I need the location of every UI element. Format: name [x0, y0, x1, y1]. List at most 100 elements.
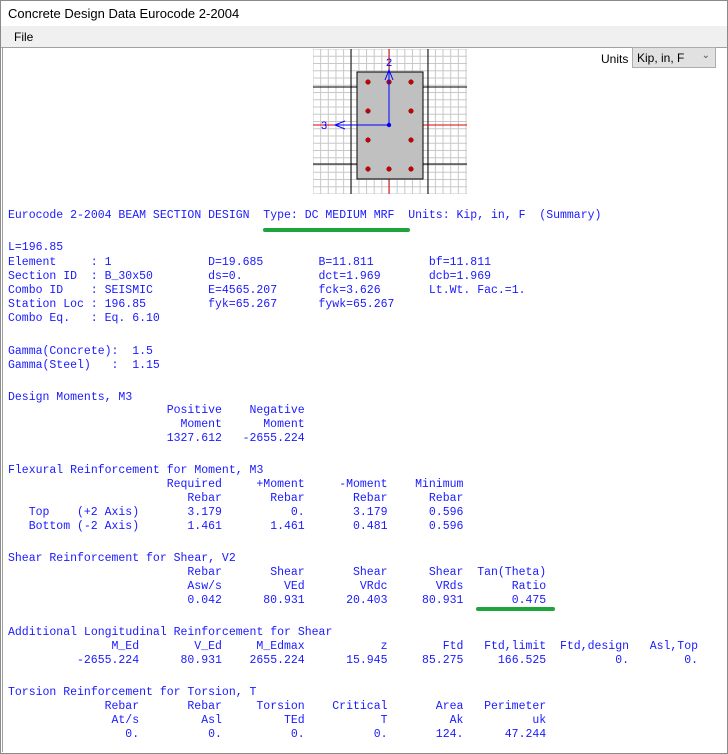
- info-label: Combo ID: [8, 284, 64, 297]
- highlight-ratio: [476, 607, 555, 611]
- info-property: fywk=65.267: [318, 298, 395, 311]
- table-cell: 3.179: [187, 506, 222, 519]
- column-header: M_Edmax: [256, 640, 305, 653]
- column-header: Negative: [249, 404, 305, 417]
- column-header: Area: [435, 700, 464, 713]
- info-value: : B_30x50: [90, 270, 153, 283]
- units-selected-value: Kip, in, F: [637, 51, 685, 65]
- table-cell: 1.461: [187, 520, 222, 533]
- column-header: VEd: [283, 580, 305, 593]
- axis-2-arrow-icon: [384, 68, 394, 81]
- info-property: ds=0.: [208, 270, 243, 283]
- table-cell: 166.525: [497, 654, 547, 667]
- menu-bar: File: [1, 26, 727, 48]
- column-header: VRdc: [359, 580, 388, 593]
- info-value: : SEISMIC: [90, 284, 153, 297]
- column-header: Rebar: [428, 492, 464, 505]
- highlight-type: [263, 228, 410, 232]
- column-header: z: [380, 640, 388, 653]
- report-heading: Eurocode 2-2004 BEAM SECTION DESIGN: [8, 209, 250, 222]
- info-label: Section ID: [8, 270, 78, 283]
- gamma-value: : 1.15: [111, 359, 160, 372]
- column-header: Rebar: [187, 566, 222, 579]
- info-property: fck=3.626: [318, 284, 381, 297]
- rebar-group: [365, 79, 414, 172]
- column-header: Moment: [263, 418, 305, 431]
- row-axis: (-2 Axis): [77, 520, 140, 533]
- table-cell: 80.931: [421, 594, 464, 607]
- table-cell: 80.931: [180, 654, 222, 667]
- column-header: Rebar: [187, 700, 222, 713]
- row-axis: (+2 Axis): [77, 506, 140, 519]
- row-label: Bottom: [28, 520, 71, 533]
- design-type: Type: DC MEDIUM MRF: [263, 209, 395, 222]
- table-cell: 124.: [435, 728, 464, 741]
- units-dropdown[interactable]: Kip, in, F ⌄: [632, 47, 716, 68]
- menu-file[interactable]: File: [14, 30, 34, 44]
- column-header: Positive: [166, 404, 222, 417]
- column-header: Asl: [201, 714, 222, 727]
- info-value: : Eq. 6.10: [90, 312, 160, 325]
- column-header: Shear: [428, 566, 464, 579]
- info-property: D=19.685: [208, 256, 264, 269]
- window-title: Concrete Design Data Eurocode 2-2004: [8, 6, 240, 21]
- table-cell: 0.: [290, 506, 305, 519]
- length-value: L=196.85: [8, 241, 64, 254]
- column-header: Rebar: [187, 492, 222, 505]
- table-cell: 2655.224: [249, 654, 305, 667]
- info-property: bf=11.811: [428, 256, 492, 269]
- column-header: Ftd,design: [559, 640, 629, 653]
- column-header: Critical: [332, 700, 388, 713]
- table-cell: 0.: [373, 728, 388, 741]
- column-header: Ak: [449, 714, 464, 727]
- info-property: Lt.Wt. Fac.=1.: [428, 284, 526, 297]
- table-cell: -2655.224: [76, 654, 140, 667]
- rebar-dot: [408, 108, 414, 114]
- axis-2-label: 2: [386, 57, 392, 69]
- rebar-dot: [365, 79, 371, 85]
- column-header: Rebar: [104, 700, 140, 713]
- gamma-value: : 1.5: [111, 345, 153, 358]
- title-bar: Concrete Design Data Eurocode 2-2004: [1, 1, 727, 26]
- table-cell: 3.179: [352, 506, 388, 519]
- column-header: Ratio: [511, 580, 547, 593]
- column-header: M_Ed: [111, 640, 140, 653]
- column-header: T: [380, 714, 388, 727]
- row-label: Top: [28, 506, 50, 519]
- chevron-down-icon: ⌄: [701, 50, 710, 61]
- gamma-label: Gamma(Steel): [8, 359, 91, 372]
- info-property: dct=1.969: [318, 270, 381, 283]
- info-property: E=4565.207: [208, 284, 278, 297]
- table-cell: -2655.224: [242, 432, 305, 445]
- table-cell: 85.275: [421, 654, 464, 667]
- column-header: -Moment: [339, 478, 388, 491]
- column-header: V_Ed: [194, 640, 222, 653]
- column-header: Ftd: [442, 640, 464, 653]
- table-cell: 0.: [208, 728, 222, 741]
- table-cell: 0.: [684, 654, 698, 667]
- rebar-dot: [365, 166, 371, 172]
- info-value: : 196.85: [90, 298, 147, 311]
- units-label: Units: [601, 52, 629, 66]
- rebar-dot: [408, 79, 414, 85]
- report-summary-tag: (Summary): [539, 209, 602, 222]
- column-header: uk: [532, 714, 547, 727]
- column-header: +Moment: [256, 478, 305, 491]
- column-header: Moment: [180, 418, 222, 431]
- table-cell: 20.403: [346, 594, 388, 607]
- rebar-dot: [365, 137, 371, 143]
- column-header: Asl,Top: [649, 640, 698, 653]
- section-diagram: 2 3: [313, 49, 467, 194]
- column-header: Perimeter: [484, 700, 547, 713]
- info-property: fyk=65.267: [208, 298, 278, 311]
- column-header: At/s: [111, 714, 140, 727]
- table-cell: 1327.612: [166, 432, 222, 445]
- design_moments-title: Design Moments, M3: [8, 391, 133, 404]
- rebar-dot: [408, 137, 414, 143]
- column-header: VRds: [435, 580, 464, 593]
- table-cell: 0.596: [428, 506, 464, 519]
- table-cell: 15.945: [346, 654, 388, 667]
- table-cell: 0.481: [352, 520, 388, 533]
- info-property: B=11.811: [318, 256, 374, 269]
- rebar-dot: [386, 166, 392, 172]
